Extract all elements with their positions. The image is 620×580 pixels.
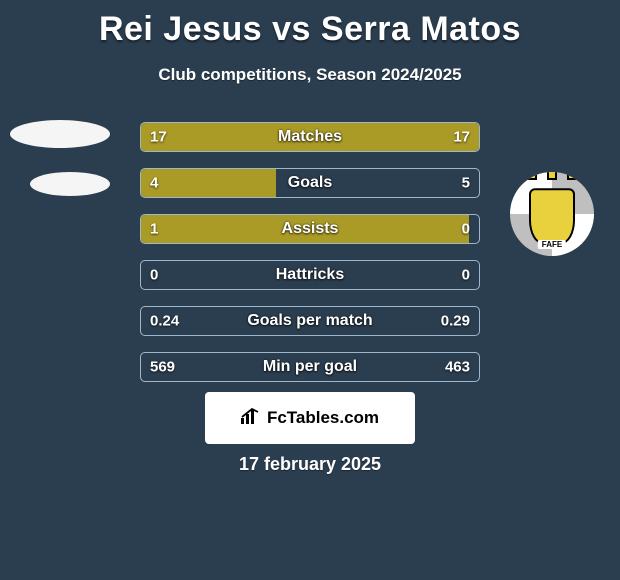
bar-track <box>140 260 480 290</box>
right-team-logo: FAFE <box>510 172 610 282</box>
bar-fill-left <box>141 169 276 197</box>
stat-row: Matches1717 <box>140 122 480 152</box>
bar-track <box>140 352 480 382</box>
date-text: 17 february 2025 <box>0 454 620 475</box>
stat-row: Assists10 <box>140 214 480 244</box>
stat-bars: Matches1717 Goals45 Assists10 Hattricks00 Go… <box>140 122 480 398</box>
chart-icon <box>241 408 261 429</box>
brand-pill: FcTables.com <box>205 392 415 444</box>
brand-text: FcTables.com <box>267 408 379 428</box>
comparison-card: Rei Jesus vs Serra Matos Club competitio… <box>0 0 620 580</box>
page-title: Rei Jesus vs Serra Matos <box>0 0 620 49</box>
bar-track <box>140 122 480 152</box>
bar-fill-right <box>310 123 479 151</box>
bar-fill-left <box>141 215 469 243</box>
bar-fill-left <box>141 123 310 151</box>
stat-row: Goals45 <box>140 168 480 198</box>
placeholder-oval-icon <box>30 172 110 196</box>
left-team-logo <box>10 120 110 230</box>
bar-track <box>140 214 480 244</box>
crest-icon: FAFE <box>510 172 594 256</box>
placeholder-oval-icon <box>10 120 110 148</box>
crest-label: FAFE <box>538 240 566 249</box>
stat-row: Hattricks00 <box>140 260 480 290</box>
bar-track <box>140 306 480 336</box>
stat-row: Goals per match0.240.29 <box>140 306 480 336</box>
bar-track <box>140 168 480 198</box>
stat-row: Min per goal569463 <box>140 352 480 382</box>
subtitle: Club competitions, Season 2024/2025 <box>0 65 620 85</box>
